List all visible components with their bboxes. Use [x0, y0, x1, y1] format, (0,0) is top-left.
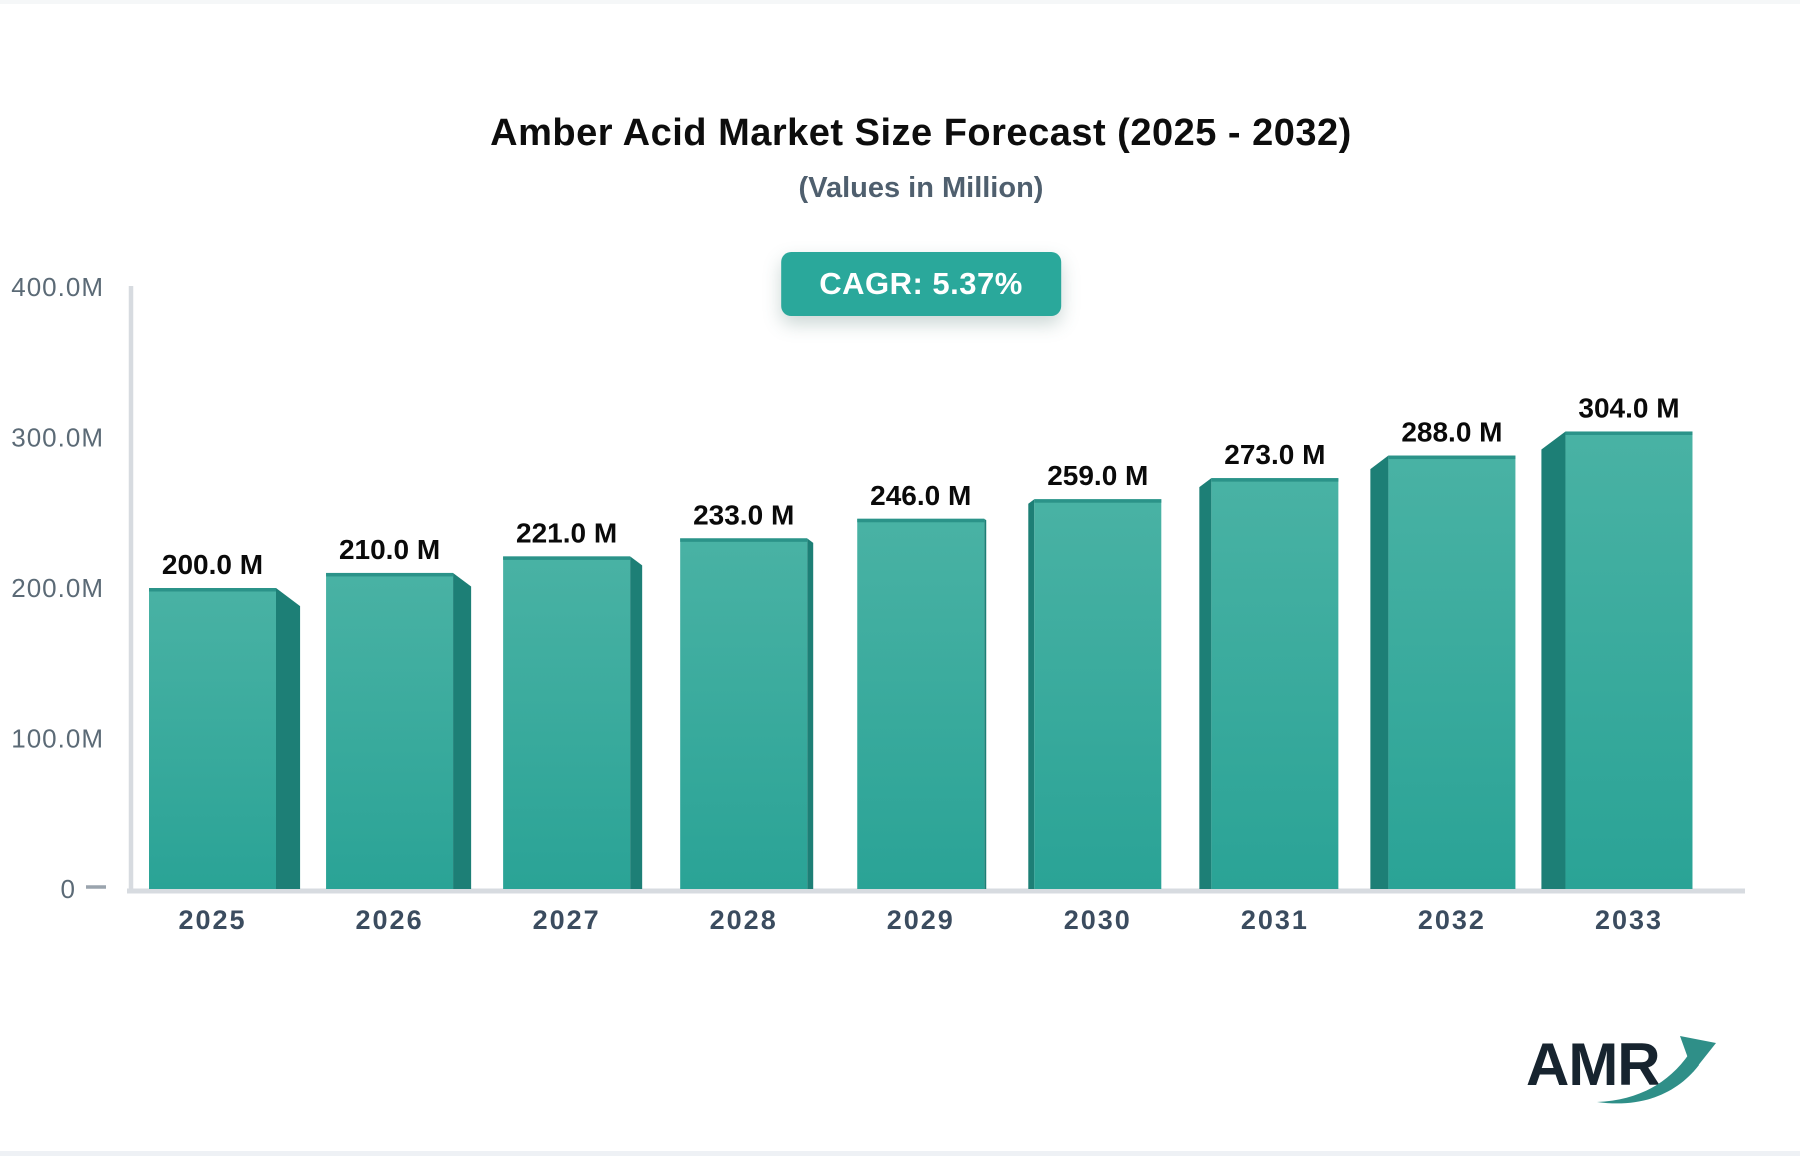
bar-front-face [1565, 431, 1693, 889]
x-tick-label-2032: 2032 [1418, 905, 1486, 935]
bar-front-face [503, 556, 631, 889]
y-tick-label-0: 0 [61, 874, 76, 904]
bar-top-edge [1388, 455, 1516, 460]
bar-value-label: 233.0 M [693, 499, 794, 530]
bar-group-2028: 233.0 M 2028 [680, 499, 814, 935]
bar-value-label: 221.0 M [516, 517, 617, 548]
bar-front-face [1211, 478, 1339, 889]
bar-side-face [1199, 478, 1212, 889]
cagr-badge: CAGR: 5.37% [781, 252, 1061, 316]
bar-top-edge [326, 572, 454, 577]
bar-front-face [149, 588, 276, 889]
bar-side-face [984, 518, 987, 889]
bar-side-face [630, 556, 643, 889]
cagr-badge-text: CAGR: 5.37% [819, 266, 1023, 301]
bar-group-2032: 288.0 M 2032 [1370, 417, 1516, 935]
bar-side-face [276, 588, 301, 889]
bar-top-edge [1211, 478, 1339, 482]
y-tick-label-100.0M: 100.0M [11, 724, 104, 754]
bar-top-edge [857, 518, 985, 523]
bar-value-label: 288.0 M [1401, 417, 1502, 448]
y-tick-label-400.0M: 400.0M [11, 272, 104, 302]
chart-subtitle: (Values in Million) [798, 172, 1044, 204]
x-tick-label-2026: 2026 [356, 905, 424, 935]
bar-front-face [857, 518, 985, 889]
bar-side-face [807, 538, 814, 889]
bar-group-2025: 200.0 M 2025 [149, 549, 301, 935]
bar-side-face [453, 572, 472, 889]
growth-arrow-icon [1597, 1036, 1716, 1104]
bar-side-face [1541, 431, 1566, 889]
amr-logo: AMR [1526, 1030, 1726, 1120]
bar-group-2033: 304.0 M 2033 [1541, 392, 1693, 935]
bar-front-face [1034, 499, 1162, 889]
bar-top-edge [1565, 431, 1693, 435]
amr-logo-text: AMR [1526, 1031, 1661, 1098]
x-tick-label-2033: 2033 [1595, 905, 1663, 935]
bar-front-face [326, 572, 454, 889]
bar-value-label: 246.0 M [870, 480, 971, 511]
x-tick-label-2025: 2025 [178, 905, 246, 935]
bar-group-2027: 221.0 M 2027 [503, 517, 643, 935]
bar-side-face [1028, 499, 1035, 889]
bar-group-2029: 246.0 M 2029 [857, 480, 987, 935]
bar-side-face [1370, 455, 1389, 889]
x-tick-label-2028: 2028 [710, 905, 778, 935]
bar-group-2026: 210.0 M 2026 [326, 534, 472, 935]
bar-value-label: 210.0 M [339, 534, 440, 565]
x-tick-label-2031: 2031 [1241, 905, 1309, 935]
bar-value-label: 200.0 M [162, 549, 263, 580]
chart-title: Amber Acid Market Size Forecast (2025 - … [490, 112, 1352, 154]
top-border [0, 0, 1800, 4]
x-tick-label-2029: 2029 [887, 905, 955, 935]
bar-top-edge [1034, 499, 1162, 503]
bar-top-edge [503, 556, 631, 560]
bar-value-label: 273.0 M [1224, 439, 1325, 470]
bar-value-label: 304.0 M [1578, 392, 1679, 423]
bar-value-label: 259.0 M [1047, 460, 1148, 491]
y-tick-label-300.0M: 300.0M [11, 423, 104, 453]
bar-top-edge [680, 538, 808, 542]
x-tick-label-2030: 2030 [1064, 905, 1132, 935]
bar-front-face [1388, 455, 1516, 889]
bottom-border [0, 1151, 1800, 1156]
bar-group-2031: 273.0 M 2031 [1199, 439, 1339, 935]
bar-top-edge [149, 588, 276, 592]
y-tick-label-200.0M: 200.0M [11, 573, 104, 603]
bar-group-2030: 259.0 M 2030 [1028, 460, 1162, 935]
bar-front-face [680, 538, 808, 889]
x-tick-label-2027: 2027 [533, 905, 601, 935]
